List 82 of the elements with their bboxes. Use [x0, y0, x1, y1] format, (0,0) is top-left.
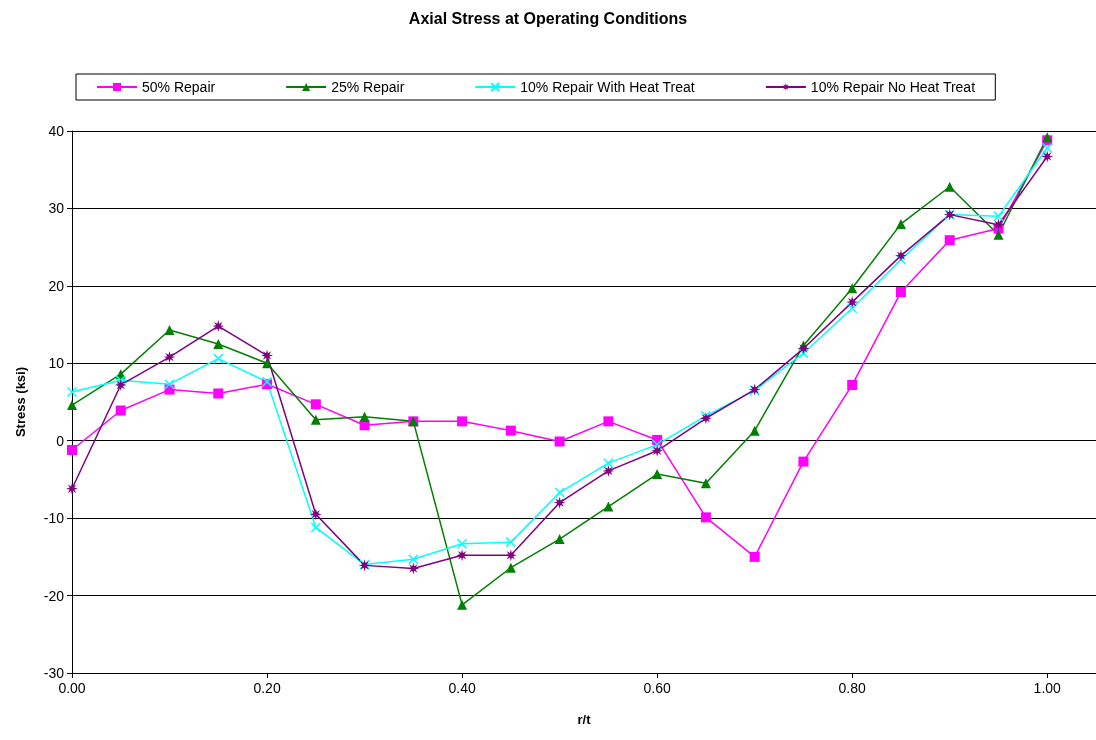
point [895, 254, 907, 265]
point [894, 249, 907, 262]
point [66, 386, 78, 398]
point [846, 296, 859, 309]
point [310, 522, 322, 533]
point [359, 411, 370, 422]
legend-label: 25% Repair [331, 79, 405, 95]
point [651, 444, 664, 457]
legend-label: 50% Repair [142, 79, 216, 95]
point [164, 378, 175, 390]
point [603, 416, 614, 427]
x-axis-title: r/t [577, 712, 592, 727]
point [944, 235, 955, 246]
point [846, 303, 858, 314]
point [457, 599, 468, 610]
point [993, 210, 1004, 222]
point [114, 378, 127, 391]
y-tick-label: 30 [48, 200, 65, 217]
point [700, 512, 711, 523]
point [213, 338, 224, 349]
x-tick-label: 0.00 [58, 680, 86, 696]
point [992, 218, 1005, 231]
point [67, 445, 77, 456]
point [749, 551, 760, 562]
point [456, 538, 468, 549]
x-tick-label: 0.20 [253, 680, 281, 696]
point [798, 456, 809, 467]
point [847, 283, 858, 294]
point [602, 464, 615, 477]
y-tick-label: 40 [48, 123, 65, 139]
point [652, 469, 663, 480]
point [895, 287, 906, 298]
point [115, 375, 127, 386]
point [212, 320, 225, 333]
legend-label: 10% Repair With Heat Treat [520, 79, 695, 95]
y-tick-label: 0 [56, 432, 65, 449]
point [262, 358, 273, 369]
point [67, 400, 77, 411]
point [457, 416, 468, 427]
point [505, 425, 516, 436]
chart-title: Axial Stress at Operating Conditions [408, 9, 688, 27]
point [847, 379, 858, 390]
point [163, 351, 176, 364]
y-tick-label: 20 [48, 277, 65, 294]
x-tick-label: 0.40 [448, 680, 476, 696]
point [164, 324, 175, 335]
point [797, 342, 810, 355]
y-axis-title: Stress (ksi) [13, 366, 28, 438]
y-tick-label: -20 [43, 587, 65, 604]
point [407, 562, 420, 575]
point [408, 553, 419, 565]
point [261, 349, 274, 362]
point [309, 508, 322, 521]
point [66, 482, 78, 495]
point [554, 534, 565, 545]
x-tick-label: 0.60 [643, 680, 671, 696]
point [310, 399, 321, 410]
point [700, 478, 711, 489]
point [895, 218, 906, 229]
point [213, 388, 224, 399]
x-tick-label: 0.80 [838, 680, 867, 696]
point [603, 457, 614, 469]
point [505, 536, 517, 548]
point [651, 439, 663, 450]
legend-label: 10% Repair No Heat Treat [810, 79, 976, 95]
y-tick-label: -30 [43, 665, 65, 681]
point [749, 425, 760, 436]
x-tick-label: 1.00 [1033, 680, 1062, 696]
point [944, 181, 955, 192]
point [993, 229, 1004, 240]
point [505, 562, 516, 573]
y-tick-label: 10 [48, 355, 65, 372]
point [554, 436, 565, 447]
point [553, 496, 566, 509]
point [310, 414, 321, 425]
y-tick-label: -10 [43, 510, 65, 527]
point [115, 405, 126, 416]
point [213, 353, 224, 364]
point [1041, 142, 1053, 154]
point [554, 487, 565, 498]
point [1041, 150, 1054, 163]
point [603, 501, 614, 512]
